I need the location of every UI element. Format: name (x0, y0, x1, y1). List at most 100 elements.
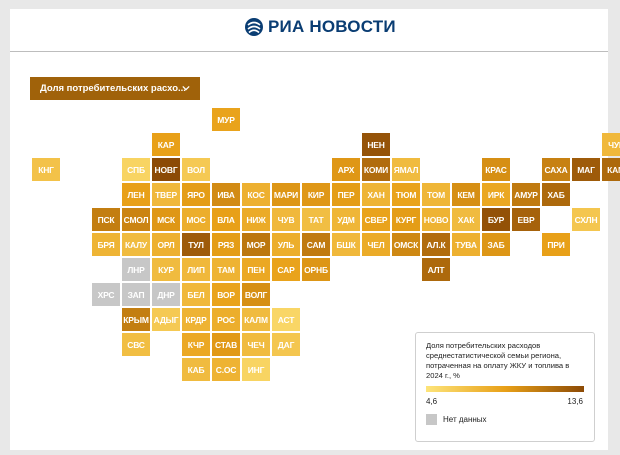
region-tile[interactable]: МАРИ (272, 183, 300, 206)
region-tile[interactable]: БРЯ (92, 233, 120, 256)
region-tile[interactable]: ПЕН (242, 258, 270, 281)
region-tile[interactable]: ДАГ (272, 333, 300, 356)
region-tile[interactable]: КНГ (32, 158, 60, 181)
legend-min: 4,6 (426, 397, 438, 406)
region-tile[interactable]: КРЫМ (122, 308, 150, 331)
region-tile[interactable]: КАБ (182, 358, 210, 381)
region-tile[interactable]: ВОЛГ (242, 283, 270, 306)
region-tile[interactable]: КОМИ (362, 158, 390, 181)
region-tile[interactable]: ОРНБ (302, 258, 330, 281)
region-tile[interactable]: КРАС (482, 158, 510, 181)
region-tile[interactable]: КЕМ (452, 183, 480, 206)
region-tile[interactable]: МУР (212, 108, 240, 131)
region-tile[interactable]: КУР (152, 258, 180, 281)
region-tile[interactable]: ВОР (212, 283, 240, 306)
region-tile[interactable]: КИР (302, 183, 330, 206)
region-tile[interactable]: ТВЕР (152, 183, 180, 206)
no-data-label: Нет данных (443, 415, 487, 424)
region-tile[interactable]: СВС (122, 333, 150, 356)
region-tile[interactable]: ЧЕЧ (242, 333, 270, 356)
indicator-dropdown[interactable]: Доля потребительских расхо... (30, 77, 200, 100)
map-widget: РИА НОВОСТИ Доля потребительских расхо..… (10, 9, 620, 450)
region-tile[interactable]: ЯМАЛ (392, 158, 420, 181)
region-tile[interactable]: САХА (542, 158, 570, 181)
region-tile[interactable]: ЕВР (512, 208, 540, 231)
region-tile[interactable]: СМОЛ (122, 208, 150, 231)
region-tile[interactable]: РОС (212, 308, 240, 331)
region-tile[interactable]: ЧЕЛ (362, 233, 390, 256)
region-tile[interactable]: ВЛА (212, 208, 240, 231)
region-tile[interactable]: БШК (332, 233, 360, 256)
region-tile[interactable]: АСТ (272, 308, 300, 331)
region-tile[interactable]: СПБ (122, 158, 150, 181)
region-tile[interactable]: АДЫГ (152, 308, 180, 331)
brand-logo[interactable]: РИА НОВОСТИ (244, 17, 396, 37)
region-tile[interactable]: ТАМ (212, 258, 240, 281)
dropdown-label: Доля потребительских расхо... (40, 83, 186, 94)
region-tile[interactable]: КОС (242, 183, 270, 206)
region-tile[interactable]: НИЖ (242, 208, 270, 231)
region-tile[interactable]: ХАБ (542, 183, 570, 206)
region-tile[interactable]: ДНР (152, 283, 180, 306)
region-tile[interactable]: ТУВА (452, 233, 480, 256)
region-tile[interactable]: БЕЛ (182, 283, 210, 306)
region-tile[interactable]: ТЮМ (392, 183, 420, 206)
region-tile[interactable]: ОРЛ (152, 233, 180, 256)
region-tile[interactable]: ПСК (92, 208, 120, 231)
region-tile[interactable]: ЧУВ (272, 208, 300, 231)
region-tile[interactable]: КАР (152, 133, 180, 156)
region-tile[interactable]: ЗАБ (482, 233, 510, 256)
region-tile[interactable]: КАМ (602, 158, 620, 181)
region-tile[interactable]: АРХ (332, 158, 360, 181)
region-tile[interactable]: УДМ (332, 208, 360, 231)
region-tile[interactable]: АМУР (512, 183, 540, 206)
region-tile[interactable]: ВОЛ (182, 158, 210, 181)
region-tile[interactable]: СХЛН (572, 208, 600, 231)
ria-globe-icon (245, 18, 263, 36)
region-tile[interactable]: УЛЬ (272, 233, 300, 256)
region-tile[interactable]: АЛ.К (422, 233, 450, 256)
region-tile[interactable]: ХАК (452, 208, 480, 231)
region-tile[interactable]: ЯРО (182, 183, 210, 206)
region-tile[interactable]: МОР (242, 233, 270, 256)
region-tile[interactable]: МСК (152, 208, 180, 231)
region-tile[interactable]: ЛНР (122, 258, 150, 281)
region-tile[interactable]: ЛЕН (122, 183, 150, 206)
region-tile[interactable]: КРДР (182, 308, 210, 331)
legend-title: Доля потребительских расходов среднестат… (426, 341, 570, 380)
region-tile[interactable]: С.ОС (212, 358, 240, 381)
no-data-swatch (426, 414, 437, 425)
region-tile[interactable]: ЛИП (182, 258, 210, 281)
region-tile[interactable]: ЗАП (122, 283, 150, 306)
region-tile[interactable]: СВЕР (362, 208, 390, 231)
region-tile[interactable]: САМ (302, 233, 330, 256)
region-tile[interactable]: БУР (482, 208, 510, 231)
region-tile[interactable]: КАЛУ (122, 233, 150, 256)
region-tile[interactable]: ОМСК (392, 233, 420, 256)
region-tile[interactable]: ПЕР (332, 183, 360, 206)
region-tile[interactable]: РЯЗ (212, 233, 240, 256)
region-tile[interactable]: ИВА (212, 183, 240, 206)
region-tile[interactable]: МАГ (572, 158, 600, 181)
region-tile[interactable]: СТАВ (212, 333, 240, 356)
region-tile[interactable]: НОВГ (152, 158, 180, 181)
region-tile[interactable]: ИНГ (242, 358, 270, 381)
region-tile[interactable]: ЧУК (602, 133, 620, 156)
chevron-down-icon (182, 85, 190, 91)
region-tile[interactable]: ТУЛ (182, 233, 210, 256)
region-tile[interactable]: АЛТ (422, 258, 450, 281)
region-tile[interactable]: ТАТ (302, 208, 330, 231)
region-tile[interactable]: КАЛМ (242, 308, 270, 331)
region-tile[interactable]: НЕН (362, 133, 390, 156)
region-tile[interactable]: КЧР (182, 333, 210, 356)
region-tile[interactable]: НОВО (422, 208, 450, 231)
region-tile[interactable]: КУРГ (392, 208, 420, 231)
region-tile[interactable]: ПРИ (542, 233, 570, 256)
region-tile[interactable]: ХРС (92, 283, 120, 306)
region-tile[interactable]: МОС (182, 208, 210, 231)
region-tile[interactable]: ИРК (482, 183, 510, 206)
region-tile[interactable]: САР (272, 258, 300, 281)
region-tile[interactable]: ХАН (362, 183, 390, 206)
region-tile[interactable]: ТОМ (422, 183, 450, 206)
header-bar: РИА НОВОСТИ (10, 9, 608, 52)
